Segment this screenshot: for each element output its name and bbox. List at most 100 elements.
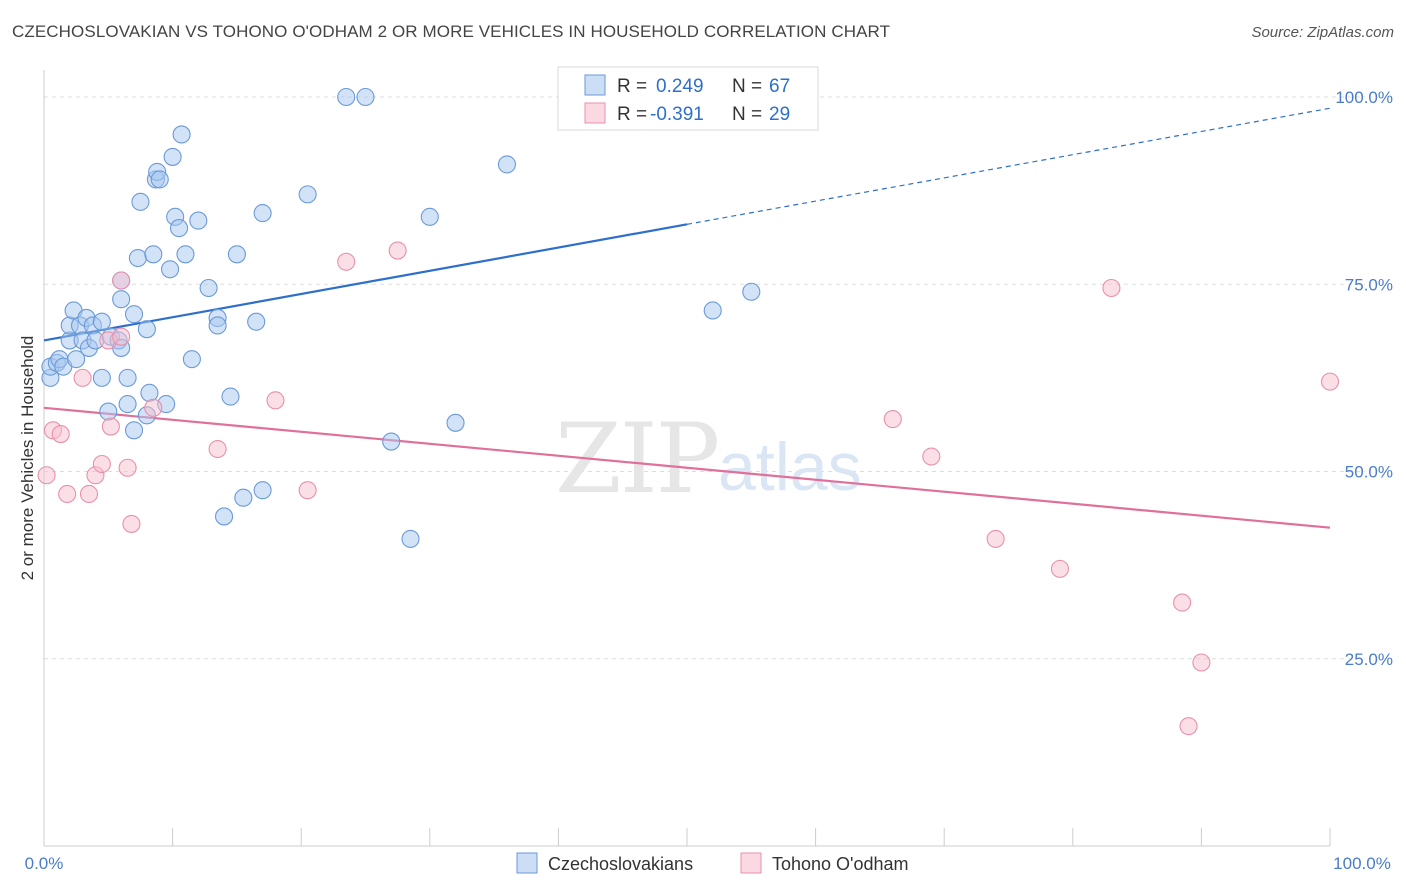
y-axis-label: 2 or more Vehicles in Household — [18, 336, 37, 581]
y-tick-label: 50.0% — [1345, 463, 1393, 482]
point-tohono — [298, 481, 317, 500]
x-axis-ticks — [172, 828, 1331, 846]
point-czechoslovakians — [131, 192, 150, 211]
point-czechoslovakians — [124, 421, 144, 440]
source-credit: Source: ZipAtlas.com — [1251, 24, 1394, 41]
point-czechoslovakians — [446, 413, 465, 432]
stats-r-value-2: -0.391 — [650, 104, 704, 125]
point-czechoslovakians — [112, 290, 131, 309]
point-czechoslovakians — [140, 383, 159, 402]
point-tohono — [118, 458, 137, 477]
legend-label-tohono: Tohono O'odham — [772, 854, 909, 874]
watermark-atlas: atlas — [718, 429, 862, 505]
point-czechoslovakians — [176, 245, 195, 264]
watermark-zip: ZIP — [555, 403, 718, 515]
point-tohono — [37, 466, 56, 485]
trend-line-1 — [43, 406, 1331, 529]
legend-swatch-tohono — [740, 852, 762, 874]
point-tohono — [51, 424, 70, 444]
point-czechoslovakians — [337, 87, 356, 107]
trend-lines — [43, 107, 1331, 529]
trend-line-0 — [43, 223, 688, 342]
point-tohono — [388, 241, 407, 260]
point-czechoslovakians — [208, 316, 227, 335]
point-czechoslovakians — [356, 87, 375, 107]
y-tick-label: 25.0% — [1345, 650, 1393, 669]
stats-n-label-2: N = — [732, 104, 762, 125]
point-czechoslovakians — [118, 368, 137, 387]
stats-r-label-2: R = — [617, 104, 647, 125]
point-czechoslovakians — [253, 204, 272, 223]
point-czechoslovakians — [118, 395, 137, 414]
series-legend: Czechoslovakians Tohono O'odham — [516, 852, 909, 874]
stats-n-value-1: 67 — [769, 76, 790, 97]
y-tick-label: 100.0% — [1335, 88, 1393, 107]
point-tohono — [58, 484, 77, 504]
point-czechoslovakians — [124, 305, 144, 324]
x-tick-label-100: 100.0% — [1333, 854, 1391, 873]
trend-line-extension-0 — [686, 107, 1331, 225]
stats-n-label-1: N = — [732, 76, 762, 97]
point-czechoslovakians — [128, 248, 147, 268]
point-tohono — [1192, 653, 1211, 672]
point-czechoslovakians — [382, 432, 401, 451]
point-tohono — [883, 410, 902, 429]
point-czechoslovakians — [214, 507, 234, 526]
stats-swatch-czechoslovakians — [584, 74, 606, 96]
point-tohono — [1050, 559, 1069, 578]
point-tohono — [112, 327, 131, 346]
point-czechoslovakians — [182, 350, 201, 369]
point-czechoslovakians — [137, 320, 156, 339]
x-tick-label-0: 0.0% — [25, 854, 64, 873]
data-points — [37, 84, 1340, 736]
point-tohono — [144, 398, 163, 417]
y-tick-label: 75.0% — [1345, 275, 1393, 294]
stats-r-value-1: 0.249 — [656, 76, 704, 97]
point-czechoslovakians — [163, 147, 182, 166]
point-czechoslovakians — [199, 278, 218, 298]
legend-swatch-czechoslovakians — [516, 852, 538, 874]
point-tohono — [208, 439, 227, 459]
stats-swatch-tohono — [584, 102, 606, 124]
point-tohono — [92, 454, 111, 474]
point-czechoslovakians — [227, 245, 246, 264]
chart-title: CZECHOSLOVAKIAN VS TOHONO O'ODHAM 2 OR M… — [12, 22, 891, 41]
point-czechoslovakians — [99, 402, 118, 421]
point-czechoslovakians — [253, 481, 272, 500]
point-tohono — [266, 391, 285, 410]
point-tohono — [1173, 593, 1192, 612]
stats-r-label-1: R = — [617, 76, 647, 97]
stats-legend: R = 0.249 N = 67 R = -0.391 N = 29 — [557, 66, 819, 131]
point-tohono — [1320, 372, 1340, 391]
point-tohono — [986, 529, 1005, 548]
point-tohono — [922, 447, 941, 466]
point-czechoslovakians — [420, 207, 439, 226]
point-czechoslovakians — [497, 155, 517, 174]
point-czechoslovakians — [401, 529, 420, 548]
point-czechoslovakians — [67, 350, 86, 369]
point-czechoslovakians — [221, 387, 240, 406]
point-czechoslovakians — [92, 368, 111, 387]
y-axis-tick-labels: 25.0% 50.0% 75.0% 100.0% — [1335, 88, 1393, 669]
point-czechoslovakians — [234, 488, 253, 507]
point-czechoslovakians — [169, 219, 189, 238]
point-tohono — [122, 514, 141, 533]
gridlines — [44, 96, 1365, 660]
point-tohono — [79, 484, 99, 504]
point-czechoslovakians — [172, 125, 191, 144]
point-tohono — [1179, 717, 1198, 736]
point-czechoslovakians — [189, 211, 208, 230]
legend-label-czechoslovakians: Czechoslovakians — [548, 854, 693, 874]
point-czechoslovakians — [144, 245, 163, 264]
point-tohono — [337, 252, 356, 271]
point-czechoslovakians — [298, 185, 317, 204]
point-czechoslovakians — [742, 282, 761, 301]
point-czechoslovakians — [150, 170, 169, 189]
point-tohono — [112, 271, 131, 290]
point-czechoslovakians — [247, 312, 266, 331]
stats-n-value-2: 29 — [769, 104, 790, 125]
point-czechoslovakians — [160, 260, 180, 279]
point-czechoslovakians — [703, 301, 722, 320]
point-tohono — [1102, 278, 1121, 298]
